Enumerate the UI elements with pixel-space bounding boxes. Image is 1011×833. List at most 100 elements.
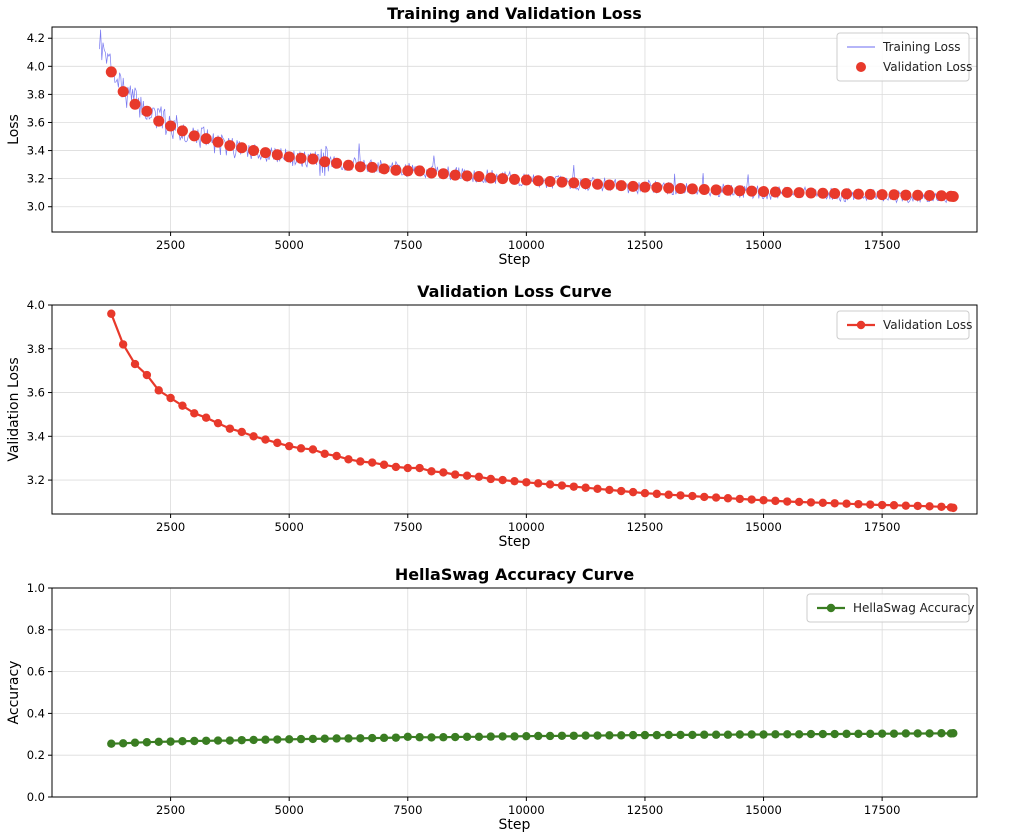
y-tick-label: 3.8 <box>27 342 45 356</box>
data-point <box>356 457 365 466</box>
legend-box <box>836 310 970 340</box>
y-tick-label: 0.6 <box>27 665 45 679</box>
data-point <box>925 729 934 738</box>
data-point <box>498 475 507 485</box>
x-tick-label: 17500 <box>864 520 901 534</box>
data-point <box>663 182 675 194</box>
series-line <box>111 732 954 745</box>
y-axis-label: Accuracy <box>6 661 22 725</box>
data-point <box>439 468 448 477</box>
data-point <box>201 736 211 745</box>
x-tick-label: 2500 <box>156 238 185 252</box>
data-point <box>545 480 555 489</box>
data-point <box>427 733 436 742</box>
data-point <box>449 169 461 181</box>
data-point <box>556 176 568 188</box>
data-point <box>603 179 615 191</box>
y-tick-label: 1.0 <box>27 581 45 595</box>
data-point <box>367 733 377 743</box>
data-point <box>866 729 875 739</box>
x-tick-label: 7500 <box>393 520 422 534</box>
data-point <box>307 153 319 165</box>
data-point <box>771 730 780 739</box>
data-point <box>437 168 449 180</box>
data-point <box>592 178 604 190</box>
data-point <box>486 474 495 484</box>
data-point <box>332 734 341 743</box>
data-point <box>451 470 460 479</box>
data-point <box>200 133 212 145</box>
data-point <box>698 183 710 195</box>
data-point <box>889 501 899 510</box>
y-tick-label: 3.2 <box>27 473 45 487</box>
x-tick-label: 5000 <box>275 520 304 534</box>
data-point <box>652 489 662 499</box>
data-point <box>366 161 378 173</box>
data-point <box>605 731 614 740</box>
data-point <box>605 485 614 495</box>
data-point <box>320 734 329 743</box>
data-point <box>818 498 828 508</box>
x-tick-label: 12500 <box>627 803 664 817</box>
data-point <box>283 151 295 163</box>
legend-box <box>806 593 970 623</box>
data-point <box>866 500 875 509</box>
plot-area <box>99 29 959 204</box>
x-tick-label: 7500 <box>393 238 422 252</box>
y-tick-label: 3.6 <box>27 386 45 400</box>
data-point <box>651 181 663 193</box>
data-point <box>462 471 472 480</box>
data-point <box>841 188 853 200</box>
data-point <box>451 732 460 742</box>
legend-label: Validation Loss <box>883 318 972 332</box>
data-point <box>224 140 236 152</box>
data-point <box>154 386 163 395</box>
data-point <box>296 734 306 744</box>
data-point <box>178 401 187 410</box>
data-point <box>794 497 804 507</box>
data-point <box>545 731 555 741</box>
data-point <box>580 178 592 190</box>
data-point <box>367 458 377 467</box>
legend: Validation Loss <box>836 310 972 340</box>
data-point <box>261 435 270 444</box>
y-tick-label: 0.0 <box>27 790 45 804</box>
y-tick-label: 3.2 <box>27 172 45 186</box>
data-point <box>105 66 117 78</box>
data-point <box>747 495 756 504</box>
data-point <box>486 732 495 741</box>
data-point <box>178 736 187 746</box>
data-point <box>924 189 936 201</box>
data-point <box>248 145 260 157</box>
data-point <box>722 184 734 196</box>
data-point <box>769 186 781 198</box>
data-point <box>425 167 437 179</box>
data-point <box>461 170 473 182</box>
data-point <box>746 185 758 197</box>
data-point <box>296 444 306 453</box>
data-point <box>130 359 140 369</box>
data-point <box>710 184 722 196</box>
axes-frame <box>51 304 978 515</box>
data-point <box>378 163 390 175</box>
x-tick-label: 17500 <box>864 803 901 817</box>
data-point <box>236 142 248 154</box>
data-point <box>759 496 768 505</box>
data-point <box>379 460 389 469</box>
data-point <box>949 503 958 513</box>
y-tick-label: 3.4 <box>27 144 45 158</box>
data-point <box>522 731 531 741</box>
data-point <box>581 731 590 740</box>
plot-area <box>107 729 958 748</box>
data-point <box>354 161 366 173</box>
data-point <box>225 736 235 745</box>
data-point <box>391 733 401 742</box>
axes-frame <box>51 587 978 798</box>
data-point <box>142 738 152 747</box>
data-point <box>190 409 199 418</box>
data-point <box>118 340 128 349</box>
data-point <box>153 115 165 127</box>
data-point <box>249 432 258 441</box>
data-point <box>544 175 556 187</box>
data-point <box>925 502 934 511</box>
